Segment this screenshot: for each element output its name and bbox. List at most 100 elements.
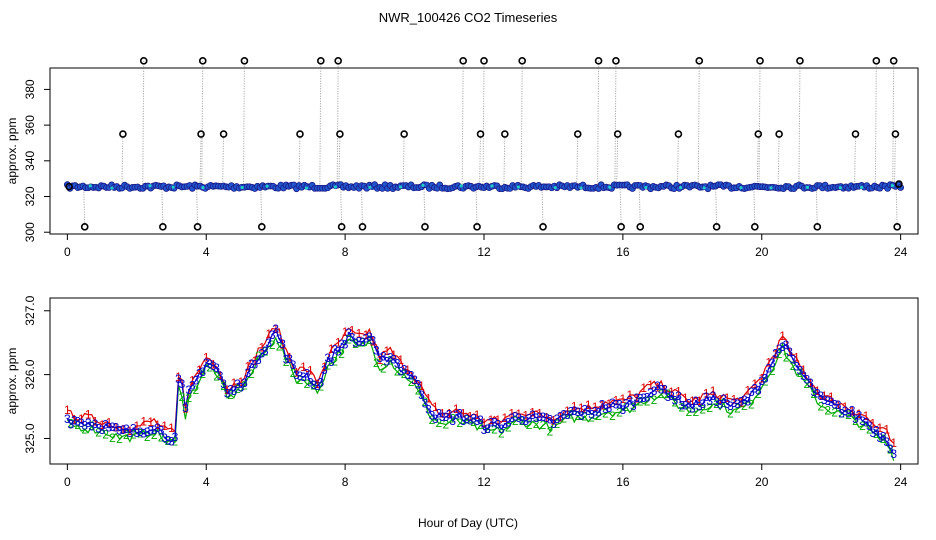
series-3-marker: 3 [192, 374, 199, 388]
series-3-marker: 3 [199, 365, 206, 379]
outlier-connector [479, 134, 482, 187]
series-3-marker: 3 [123, 422, 130, 436]
series-2-marker: 2 [519, 414, 526, 428]
series-1-marker: 1 [765, 356, 772, 370]
series-2-marker: 2 [658, 387, 665, 401]
series-3-marker: 3 [154, 421, 161, 435]
series-3-marker: 3 [731, 396, 738, 410]
series-1-marker: 1 [404, 363, 411, 377]
series-2-marker: 2 [672, 395, 679, 409]
series-2-marker: 2 [470, 415, 477, 429]
series-1-marker: 1 [751, 377, 758, 391]
outlier-point [612, 57, 620, 65]
series-2-marker: 2 [81, 423, 88, 437]
series-1-marker: 1 [356, 326, 363, 340]
series-1-marker: 1 [856, 407, 863, 421]
series-3-marker: 3 [165, 434, 172, 448]
series-1-marker: 1 [64, 403, 71, 417]
panel-1-x-tick-label: 0 [64, 245, 71, 259]
series-3-marker: 3 [873, 424, 880, 438]
series-3-marker: 3 [307, 376, 314, 390]
series-2-marker: 2 [158, 430, 165, 444]
series-3-marker: 3 [810, 385, 817, 399]
series-3-marker: 3 [574, 405, 581, 419]
series-3-marker: 3 [557, 409, 564, 423]
series-1-marker: 1 [293, 365, 300, 379]
raw-timeseries-panel: 0 4 8 12 16 20 24 300 320 340 360 380 approx. ppm [5, 57, 919, 259]
series-2-marker: 2 [408, 375, 415, 389]
baseline-highlight-point [890, 183, 894, 188]
series-3-marker: 3 [401, 363, 408, 377]
panel-1-frame [49, 67, 919, 235]
series-2-marker: 2 [422, 395, 429, 409]
series-3-marker: 3 [706, 394, 713, 408]
series-1-marker: 1 [210, 357, 217, 371]
panel-1-y-tick-label: 320 [23, 186, 37, 206]
series-1-marker: 1 [828, 390, 835, 404]
series-2-marker: 2 [762, 374, 769, 388]
series-3-marker: 3 [849, 404, 856, 418]
series-2-marker: 2 [630, 400, 637, 414]
series-3-marker: 3 [387, 351, 394, 365]
panel-1-x-tick-label: 16 [616, 245, 630, 259]
series-1-marker: 1 [78, 412, 85, 426]
series-2-marker: 2 [151, 428, 158, 442]
outlier-point [775, 130, 783, 138]
series-3-marker: 3 [113, 421, 120, 435]
series-1-marker: 1 [571, 400, 578, 414]
outlier-point [895, 180, 903, 188]
series-3-marker: 3 [397, 365, 404, 379]
series-3-marker: 3 [269, 328, 276, 342]
series-3-marker: 3 [779, 340, 786, 354]
series-3-marker: 3 [807, 376, 814, 390]
series-3-marker: 3 [554, 412, 561, 426]
outlier-connector [83, 186, 86, 227]
baseline-highlight-point [265, 184, 269, 188]
outlier-point [674, 130, 683, 138]
series-3-marker: 3 [363, 331, 370, 345]
series-3-marker: 3 [800, 369, 807, 383]
series-2-marker: 2 [345, 332, 352, 346]
series-2-marker: 2 [755, 387, 762, 401]
series-3-marker: 3 [186, 383, 193, 397]
series-3-marker: 3 [675, 389, 682, 403]
baseline-highlight-point [805, 185, 810, 189]
series-1-marker: 1 [189, 373, 196, 387]
series-3-marker: 3 [776, 342, 783, 356]
outlier-connector [461, 60, 464, 187]
series-3-marker: 3 [172, 430, 179, 444]
outlier-point [317, 57, 325, 65]
series-2-marker: 2 [748, 397, 755, 411]
series-1-marker: 1 [217, 368, 224, 382]
series-1-marker: 1 [481, 416, 488, 430]
series-2-marker: 2 [741, 399, 748, 413]
series-1-marker: 1 [245, 360, 252, 374]
outlier-point [139, 57, 148, 65]
series-2-marker: 2 [241, 378, 248, 392]
panel-1-y-tick-label: 360 [23, 115, 37, 135]
series-1-marker: 1 [682, 391, 689, 405]
series-2-marker: 2 [109, 431, 116, 445]
series-3-marker: 3 [616, 397, 623, 411]
series-3-marker: 3 [314, 379, 321, 393]
outlier-connector [753, 186, 756, 227]
series-2-marker: 2 [442, 417, 449, 431]
outlier-connector [340, 186, 343, 227]
series-1-marker: 1 [439, 407, 446, 421]
series-3-marker: 3 [442, 410, 449, 424]
series-3-marker: 3 [758, 374, 765, 388]
series-2-marker: 2 [588, 411, 595, 425]
series-3-marker: 3 [672, 393, 679, 407]
series-3-marker: 3 [245, 366, 252, 380]
outlier-point [891, 130, 900, 138]
series-2-marker: 2 [456, 416, 463, 430]
baseline-highlight-point [459, 184, 463, 188]
series-1-marker: 1 [578, 401, 585, 415]
series-3-marker: 3 [748, 385, 755, 399]
outlier-connector [893, 134, 896, 187]
series-2-marker: 2 [616, 405, 623, 419]
series-3-marker: 3 [550, 417, 557, 431]
series-1-marker: 1 [786, 345, 793, 359]
outlier-connector [360, 186, 363, 227]
baseline-highlight-point [769, 186, 773, 190]
